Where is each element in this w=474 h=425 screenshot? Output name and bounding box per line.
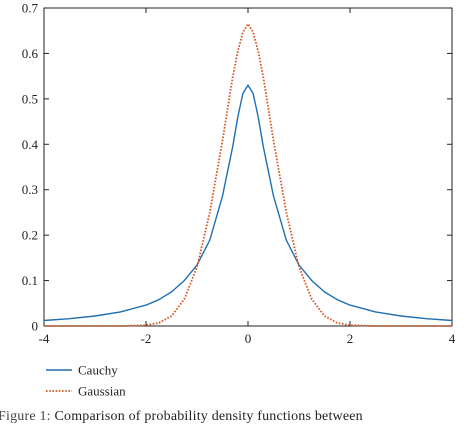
x-tick-label: -4 xyxy=(39,331,50,346)
y-tick-label: 0.3 xyxy=(22,182,38,197)
axes: -4 -2 0 2 4 0 0.1 0.2 0.3 0.4 0.5 0.6 0.7 xyxy=(22,1,456,347)
legend-label-gaussian: Gaussian xyxy=(78,384,126,399)
plot-frame xyxy=(43,7,453,327)
series-layer xyxy=(43,22,453,327)
line-chart: -4 -2 0 2 4 0 0.1 0.2 0.3 0.4 0.5 0.6 0.7 Cauchy Gaus… xyxy=(22,1,456,399)
y-tick-label: 0.1 xyxy=(22,273,38,288)
figure-caption: Figure 1: Comparison of probability dens… xyxy=(0,409,363,425)
y-tick-label: 0.5 xyxy=(22,91,38,106)
series-line-gaussian xyxy=(44,22,452,327)
x-tick-label: -2 xyxy=(141,331,152,346)
y-tick-label: 0 xyxy=(32,319,39,334)
series-line-cauchy xyxy=(43,84,453,322)
y-tick-label: 0.2 xyxy=(22,228,38,243)
caption-text: Comparison of probability density functi… xyxy=(54,409,363,424)
y-tick-label: 0.4 xyxy=(22,137,39,152)
x-tick-label: 4 xyxy=(449,331,456,346)
y-tick-label: 0.7 xyxy=(22,1,39,16)
x-tick-label: 2 xyxy=(347,331,354,346)
caption-lead: Figure 1: xyxy=(0,409,51,424)
legend: Cauchy Gaussian xyxy=(46,363,126,399)
legend-label-cauchy: Cauchy xyxy=(78,363,118,378)
y-tick-label: 0.6 xyxy=(22,46,39,61)
x-tick-label: 0 xyxy=(245,331,252,346)
